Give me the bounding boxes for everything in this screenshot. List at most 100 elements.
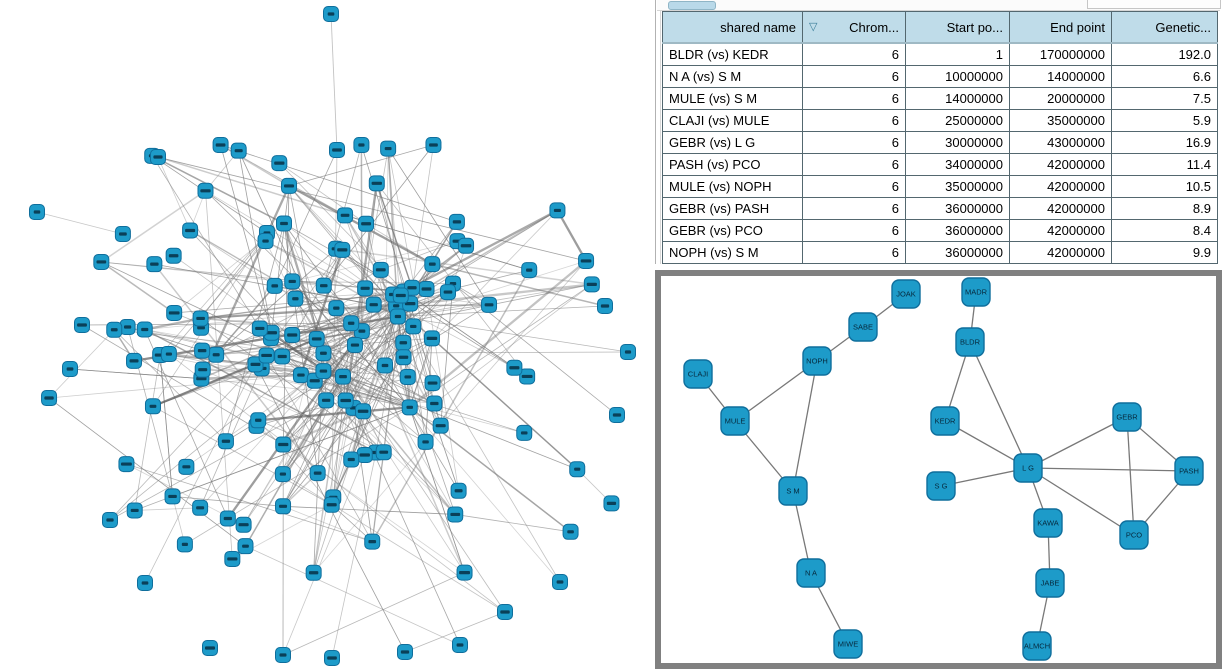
table-cell[interactable]: 6 xyxy=(802,131,906,154)
column-header-2[interactable]: Start po... xyxy=(905,11,1010,44)
network-node[interactable] xyxy=(284,327,301,344)
network-node[interactable] xyxy=(308,330,325,347)
table-cell[interactable]: 5.9 xyxy=(1111,109,1218,132)
network-node[interactable] xyxy=(192,499,209,516)
network-node[interactable] xyxy=(424,375,441,392)
network-node[interactable] xyxy=(257,233,274,250)
network-node[interactable] xyxy=(144,398,161,415)
network-node-mule[interactable]: MULE xyxy=(720,406,750,436)
network-node[interactable] xyxy=(182,222,199,239)
network-node[interactable] xyxy=(160,346,177,363)
network-node[interactable] xyxy=(392,287,409,304)
network-node[interactable] xyxy=(164,488,181,505)
network-node[interactable] xyxy=(281,177,298,194)
overview-network-canvas[interactable] xyxy=(0,0,655,669)
network-node[interactable] xyxy=(166,304,183,321)
network-node[interactable] xyxy=(315,345,332,362)
network-node[interactable] xyxy=(194,361,211,378)
network-node-bldr[interactable]: BLDR xyxy=(955,327,985,357)
network-node[interactable] xyxy=(516,424,533,441)
network-node-noph[interactable]: NOPH xyxy=(802,346,832,376)
table-cell[interactable]: 6 xyxy=(802,219,906,242)
network-node[interactable] xyxy=(364,533,381,550)
network-node[interactable] xyxy=(603,495,620,512)
network-node[interactable] xyxy=(356,446,373,463)
table-row[interactable]: GEBR (vs) PASH 6 36000000 42000000 8.9 xyxy=(662,197,1218,220)
network-node[interactable] xyxy=(417,433,434,450)
network-node[interactable] xyxy=(165,247,182,264)
network-node[interactable] xyxy=(250,412,267,429)
table-cell[interactable]: 43000000 xyxy=(1009,131,1112,154)
table-cell[interactable]: 14000000 xyxy=(1009,65,1112,88)
table-cell[interactable]: 20000000 xyxy=(1009,87,1112,110)
network-node[interactable] xyxy=(318,392,335,409)
table-cell[interactable]: 170000000 xyxy=(1009,42,1112,66)
table-cell[interactable]: GEBR (vs) PASH xyxy=(662,197,803,220)
table-cell[interactable]: 6.6 xyxy=(1111,65,1218,88)
table-cell[interactable]: 6 xyxy=(802,175,906,198)
table-cell[interactable]: 9.9 xyxy=(1111,241,1218,264)
table-cell[interactable]: 1 xyxy=(905,42,1010,66)
table-cell[interactable]: 14000000 xyxy=(905,87,1010,110)
network-node[interactable] xyxy=(315,363,332,380)
table-cell[interactable]: 6 xyxy=(802,65,906,88)
network-node[interactable] xyxy=(275,498,292,515)
network-node[interactable] xyxy=(237,538,254,555)
network-node[interactable] xyxy=(620,344,636,360)
table-cell[interactable]: 42000000 xyxy=(1009,153,1112,176)
network-node[interactable] xyxy=(305,564,322,581)
network-node[interactable] xyxy=(452,637,468,653)
network-node[interactable] xyxy=(368,175,385,192)
network-node[interactable] xyxy=(397,644,413,660)
table-cell[interactable]: 16.9 xyxy=(1111,131,1218,154)
network-node-gebr[interactable]: GEBR xyxy=(1112,402,1142,432)
column-header-3[interactable]: End point xyxy=(1009,11,1112,44)
network-node[interactable] xyxy=(62,361,78,377)
network-node[interactable] xyxy=(343,315,360,332)
table-cell[interactable]: 8.4 xyxy=(1111,219,1218,242)
network-node[interactable] xyxy=(405,318,422,335)
network-node[interactable] xyxy=(329,142,345,158)
table-cell[interactable]: 36000000 xyxy=(905,197,1010,220)
network-node[interactable] xyxy=(324,650,340,666)
network-node[interactable] xyxy=(380,140,397,157)
network-node[interactable] xyxy=(399,368,416,385)
network-node[interactable] xyxy=(377,357,394,374)
network-node[interactable] xyxy=(150,149,166,165)
network-node[interactable] xyxy=(292,367,309,384)
network-node[interactable] xyxy=(102,512,118,528)
network-node[interactable] xyxy=(375,444,392,461)
network-node[interactable] xyxy=(395,334,412,351)
table-cell[interactable]: 6 xyxy=(802,42,906,66)
network-node[interactable] xyxy=(74,317,90,333)
table-cell[interactable]: 35000000 xyxy=(905,175,1010,198)
table-cell[interactable]: CLAJI (vs) MULE xyxy=(662,109,803,132)
network-node[interactable] xyxy=(276,215,293,232)
network-node[interactable] xyxy=(309,465,326,482)
column-header-4[interactable]: Genetic... xyxy=(1111,11,1218,44)
filtered-network-canvas[interactable]: JOAK MADR SABE NOPH BLDR CLAJI MULE KEDR GEBR L G… xyxy=(655,270,1222,669)
network-node[interactable] xyxy=(287,290,304,307)
network-node[interactable] xyxy=(126,352,143,369)
column-header-0[interactable]: shared name xyxy=(662,11,803,44)
network-node[interactable] xyxy=(235,516,252,533)
table-row[interactable]: GEBR (vs) L G 6 30000000 43000000 16.9 xyxy=(662,131,1218,154)
scrollbar-thumb[interactable] xyxy=(668,1,716,10)
table-cell[interactable]: 42000000 xyxy=(1009,219,1112,242)
network-node[interactable] xyxy=(401,399,418,416)
network-node[interactable] xyxy=(212,137,229,153)
table-cell[interactable]: BLDR (vs) KEDR xyxy=(662,42,803,66)
table-cell[interactable]: 10000000 xyxy=(905,65,1010,88)
network-node[interactable] xyxy=(334,241,351,258)
network-node[interactable] xyxy=(266,277,283,294)
network-node[interactable] xyxy=(578,252,595,269)
network-node[interactable] xyxy=(275,647,291,663)
network-node[interactable] xyxy=(426,395,443,412)
network-node[interactable] xyxy=(448,213,465,230)
network-node[interactable] xyxy=(423,330,440,347)
network-node-l-g[interactable]: L G xyxy=(1013,453,1043,483)
table-cell[interactable]: 36000000 xyxy=(905,219,1010,242)
network-node[interactable] xyxy=(358,215,375,232)
table-cell[interactable]: 42000000 xyxy=(1009,241,1112,264)
network-node[interactable] xyxy=(365,296,382,313)
